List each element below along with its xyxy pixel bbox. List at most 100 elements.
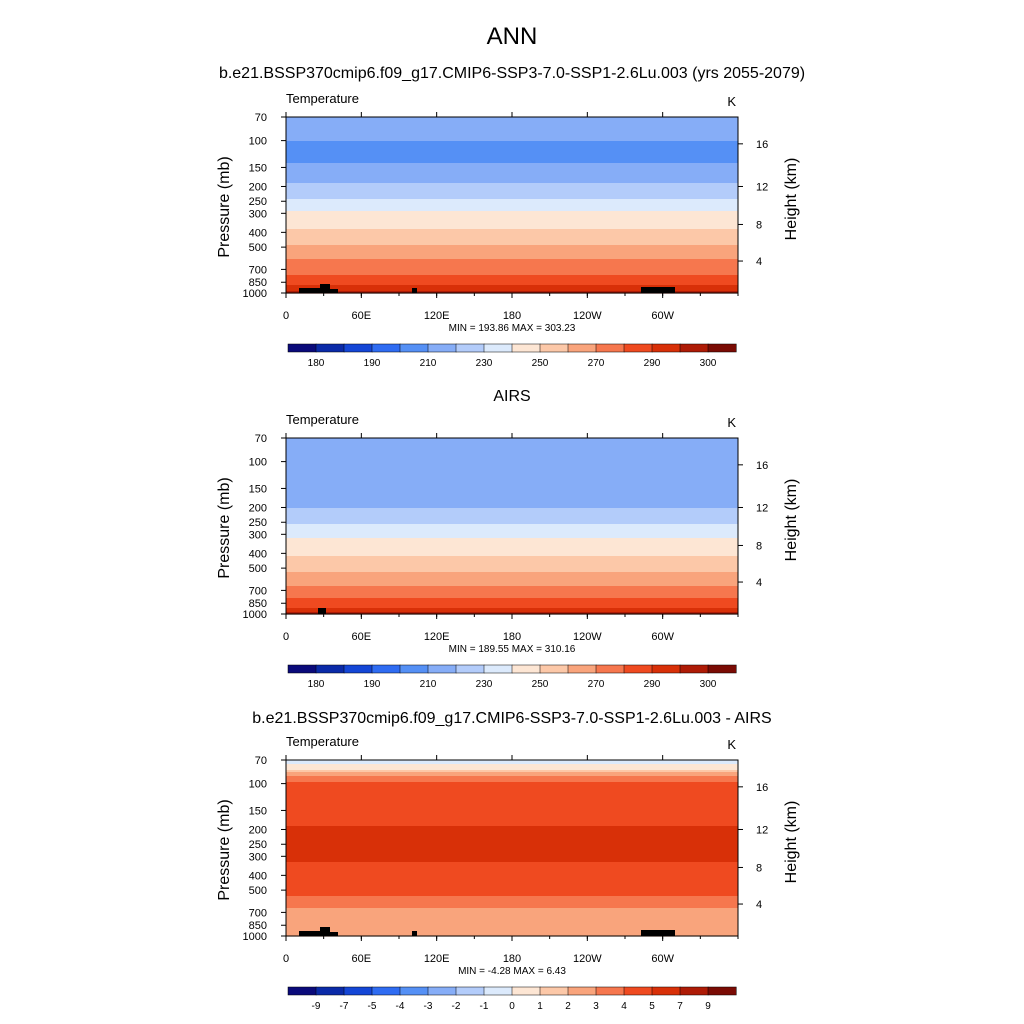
- x-tick-label: 180: [503, 631, 521, 643]
- colorbar-swatch: [455, 664, 485, 674]
- colorbar-swatch: [567, 664, 597, 674]
- y-tick-label: 1000: [243, 609, 267, 621]
- contour-band: [286, 906, 738, 909]
- x-tick-label: 60E: [352, 953, 372, 965]
- contour-band: [286, 540, 738, 543]
- contour-band: [286, 291, 738, 294]
- contour-band: [286, 508, 738, 511]
- contour-band: [286, 125, 738, 128]
- y-tick-label: 400: [249, 548, 267, 560]
- contour-band: [286, 762, 738, 765]
- colorbar-swatch: [539, 664, 569, 674]
- colorbar-label: 3: [593, 1001, 599, 1012]
- colorbar-swatch: [483, 343, 513, 353]
- contour-band: [286, 846, 738, 849]
- contour-band: [286, 518, 738, 521]
- contour-band: [286, 836, 738, 839]
- y-tick-label: 700: [249, 585, 267, 597]
- colorbar-swatch: [679, 343, 709, 353]
- contour-band: [286, 590, 738, 593]
- contour-band: [286, 273, 738, 276]
- contour-band: [286, 830, 738, 833]
- colorbar-swatch: [595, 664, 625, 674]
- contour-band: [286, 788, 738, 791]
- y-tick-label: 250: [249, 839, 267, 851]
- height-tick-label: 12: [756, 502, 768, 514]
- contour-band: [286, 510, 738, 513]
- contour-band: [286, 502, 738, 505]
- contour-band: [286, 844, 738, 847]
- contour-band: [286, 476, 738, 479]
- contour-band: [286, 760, 738, 763]
- contour-band: [286, 187, 738, 190]
- contour-band: [286, 133, 738, 136]
- colorbar-swatch: [343, 986, 373, 996]
- colorbar-swatch: [595, 343, 625, 353]
- contour-band: [286, 810, 738, 813]
- contour-band: [286, 894, 738, 897]
- colorbar-label: 230: [476, 358, 493, 369]
- colorbar-label: 290: [644, 679, 661, 690]
- colorbar-swatch: [287, 664, 317, 674]
- chart-panel-1: b.e21.BSSP370cmip6.f09_g17.CMIP6-SSP3-7.…: [216, 65, 805, 369]
- topography-block: [320, 284, 330, 293]
- colorbar-swatch: [651, 664, 681, 674]
- contour-band: [286, 596, 738, 599]
- panel-title: b.e21.BSSP370cmip6.f09_g17.CMIP6-SSP3-7.…: [219, 65, 805, 82]
- contour-band: [286, 522, 738, 525]
- contour-band: [286, 269, 738, 272]
- contour-band: [286, 848, 738, 851]
- contour-band: [286, 910, 738, 913]
- y-tick-label: 200: [249, 824, 267, 836]
- contour-band: [286, 766, 738, 769]
- contour-band: [286, 207, 738, 210]
- contour-band: [286, 265, 738, 268]
- contour-band: [286, 201, 738, 204]
- contour-band: [286, 768, 738, 771]
- contour-field: [286, 438, 738, 615]
- contour-band: [286, 199, 738, 202]
- contour-band: [286, 456, 738, 459]
- contour-band: [286, 195, 738, 198]
- contour-band: [286, 776, 738, 779]
- y-tick-label: 150: [249, 805, 267, 817]
- colorbar-swatch: [427, 343, 457, 353]
- contour-band: [286, 888, 738, 891]
- contour-band: [286, 782, 738, 785]
- colorbar-label: 1: [537, 1001, 543, 1012]
- colorbar-swatch: [623, 664, 653, 674]
- colorbar-label: -3: [424, 1001, 433, 1012]
- contour-band: [286, 275, 738, 278]
- contour-band: [286, 446, 738, 449]
- contour-band: [286, 800, 738, 803]
- colorbar-swatch: [623, 343, 653, 353]
- y-tick-label: 150: [249, 483, 267, 495]
- contour-band: [286, 780, 738, 783]
- contour-band: [286, 838, 738, 841]
- figure-title: ANN: [487, 23, 538, 50]
- contour-band: [286, 924, 738, 927]
- x-tick-label: 120E: [424, 631, 450, 643]
- contour-band: [286, 219, 738, 222]
- contour-band: [286, 798, 738, 801]
- contour-band: [286, 205, 738, 208]
- contour-band: [286, 440, 738, 443]
- min-max-stats: MIN = 193.86 MAX = 303.23: [449, 323, 576, 334]
- height-tick-label: 12: [756, 824, 768, 836]
- contour-band: [286, 512, 738, 515]
- colorbar-swatch: [707, 343, 737, 353]
- contour-band: [286, 213, 738, 216]
- min-max-stats: MIN = 189.55 MAX = 310.16: [449, 644, 576, 655]
- topography-mask: [299, 927, 675, 936]
- contour-band: [286, 516, 738, 519]
- colorbar-swatch: [315, 986, 345, 996]
- colorbar-swatch: [315, 343, 345, 353]
- y-axis-label: Pressure (mb): [216, 156, 233, 257]
- contour-band: [286, 814, 738, 817]
- contour-band: [286, 167, 738, 170]
- height-tick-label: 4: [756, 899, 762, 911]
- contour-band: [286, 820, 738, 823]
- contour-band: [286, 261, 738, 264]
- contour-band: [286, 566, 738, 569]
- contour-band: [286, 137, 738, 140]
